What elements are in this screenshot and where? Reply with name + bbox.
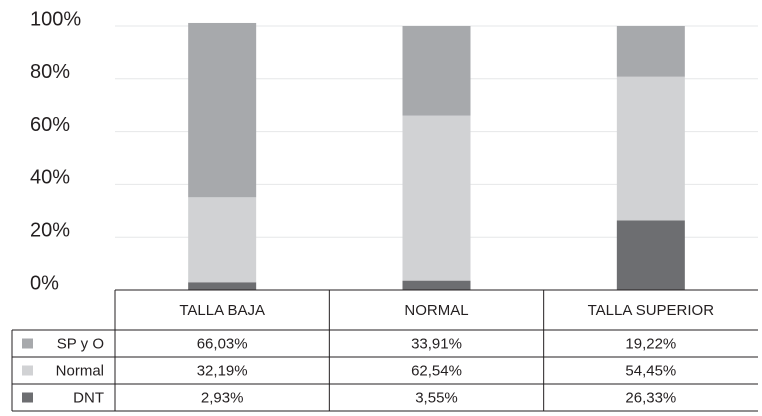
y-tick-label: 0% (30, 272, 59, 294)
y-tick-label: 20% (30, 219, 70, 241)
y-tick-label: 40% (30, 167, 70, 189)
bar-segment-normal (402, 115, 471, 281)
legend-label: DNT (73, 389, 104, 406)
category-label: TALLA BAJA (179, 302, 265, 319)
legend-key (22, 392, 33, 403)
category-label: NORMAL (404, 302, 468, 319)
data-table-value: 19,22% (625, 335, 676, 352)
legend-key (22, 338, 33, 349)
data-table-value: 2,93% (201, 389, 244, 406)
data-table-value: 62,54% (411, 362, 462, 379)
bar-segment-dnt (188, 282, 257, 290)
bar-segment-sp-y-o (188, 22, 257, 198)
data-table-value: 33,91% (411, 335, 462, 352)
y-tick-label: 100% (30, 8, 81, 30)
bar-segment-dnt (616, 220, 685, 290)
y-tick-label: 60% (30, 114, 70, 136)
data-table-value: 54,45% (625, 362, 676, 379)
data-table-value: 66,03% (197, 335, 248, 352)
legend-label: SP y O (57, 335, 104, 352)
data-table-value: 3,55% (415, 389, 458, 406)
legend-label: Normal (56, 362, 104, 379)
category-label: TALLA SUPERIOR (588, 302, 715, 319)
y-tick-label: 80% (30, 61, 70, 83)
bar-segment-dnt (402, 280, 471, 290)
data-table-value: 26,33% (625, 389, 676, 406)
bar-segment-normal (616, 76, 685, 221)
bar-segment-sp-y-o (616, 26, 685, 77)
bar-segment-normal (188, 197, 257, 283)
legend-key (22, 365, 33, 376)
bar-segment-sp-y-o (402, 26, 471, 116)
data-table-value: 32,19% (197, 362, 248, 379)
